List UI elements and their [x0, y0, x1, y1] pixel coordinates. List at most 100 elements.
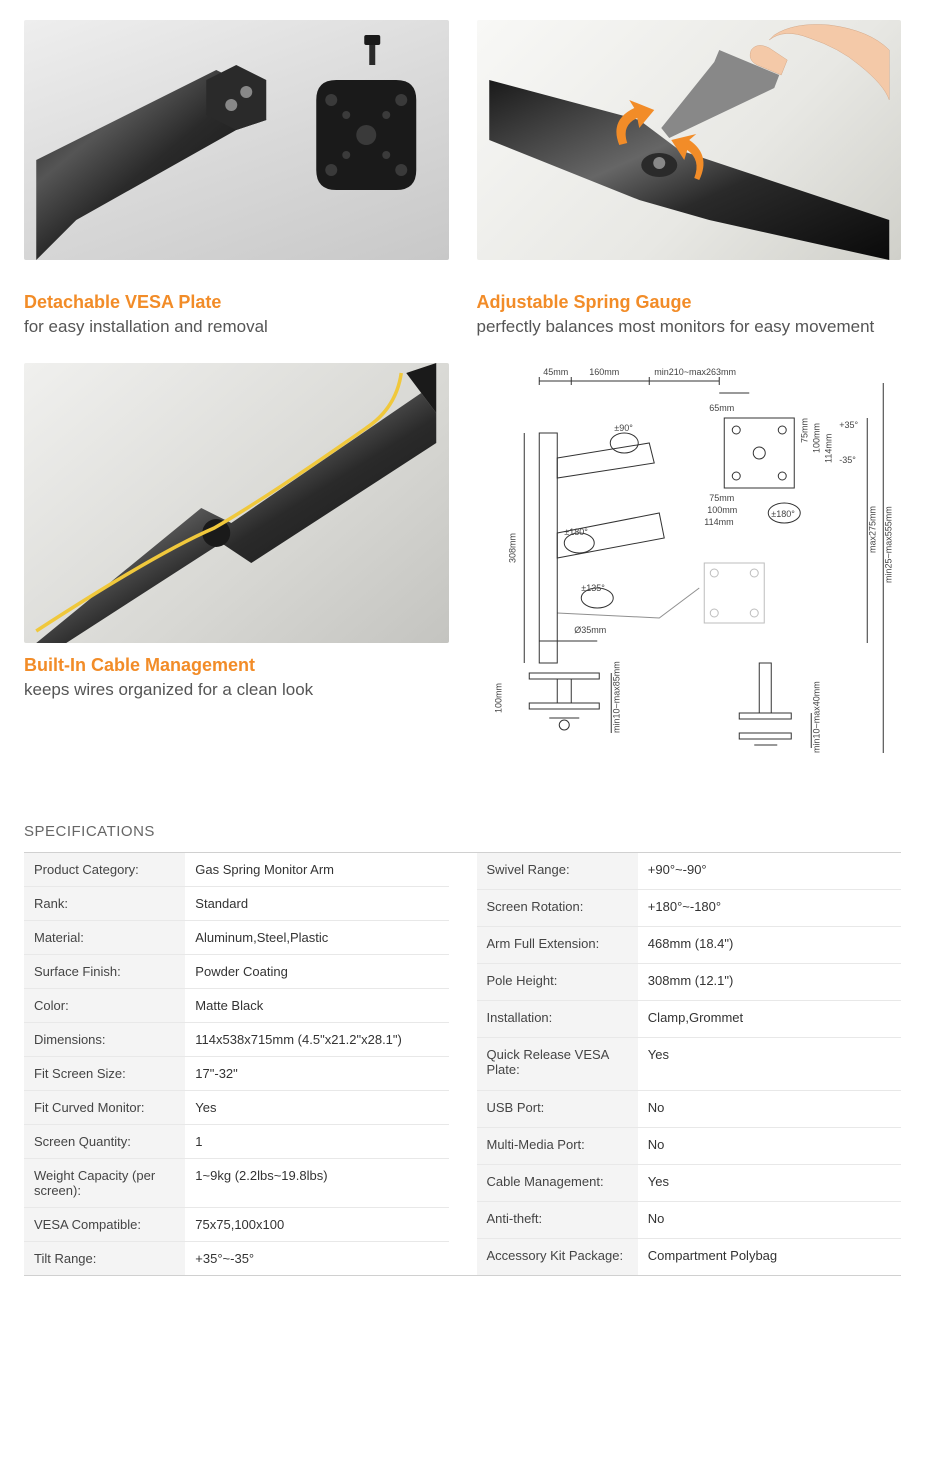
svg-text:min210~max263mm: min210~max263mm — [654, 367, 736, 377]
svg-text:min25~max555mm: min25~max555mm — [883, 506, 893, 583]
spec-key: Dimensions: — [24, 1022, 185, 1056]
spec-row: Pole Height:308mm (12.1") — [477, 963, 902, 1000]
spec-row: Arm Full Extension:468mm (18.4") — [477, 926, 902, 963]
svg-text:max275mm: max275mm — [867, 506, 877, 553]
svg-text:Ø35mm: Ø35mm — [574, 625, 606, 635]
spec-value: Yes — [638, 1164, 901, 1201]
top-captions: Detachable VESA Plate for easy installat… — [24, 280, 901, 363]
svg-text:min10~max85mm: min10~max85mm — [611, 661, 621, 733]
spec-row: Quick Release VESA Plate:Yes — [477, 1037, 902, 1090]
svg-text:100mm: 100mm — [493, 683, 503, 713]
spec-key: Surface Finish: — [24, 954, 185, 988]
svg-text:±180°: ±180° — [771, 509, 795, 519]
svg-text:±180°: ±180° — [564, 527, 588, 537]
spec-key: Quick Release VESA Plate: — [477, 1037, 638, 1090]
svg-text:-35°: -35° — [839, 455, 856, 465]
svg-text:45mm: 45mm — [543, 367, 568, 377]
spec-key: Color: — [24, 988, 185, 1022]
mid-grid: Built-In Cable Management keeps wires or… — [24, 363, 901, 783]
spec-row: Fit Curved Monitor:Yes — [24, 1090, 449, 1124]
svg-text:114mm: 114mm — [823, 433, 833, 462]
vesa-svg — [24, 20, 449, 260]
spec-key: Material: — [24, 920, 185, 954]
svg-text:308mm: 308mm — [507, 533, 517, 563]
spec-key: Cable Management: — [477, 1164, 638, 1201]
svg-text:±135°: ±135° — [581, 583, 605, 593]
spec-value: Gas Spring Monitor Arm — [185, 853, 448, 887]
spec-key: Arm Full Extension: — [477, 926, 638, 963]
spec-value: Yes — [185, 1090, 448, 1124]
svg-text:100mm: 100mm — [707, 505, 737, 515]
spec-value: 1~9kg (2.2lbs~19.8lbs) — [185, 1158, 448, 1207]
svg-text:100mm: 100mm — [811, 423, 821, 453]
spec-value: 75x75,100x100 — [185, 1207, 448, 1241]
spec-value: No — [638, 1201, 901, 1238]
svg-text:160mm: 160mm — [589, 367, 619, 377]
spring-sub: perfectly balances most monitors for eas… — [477, 315, 902, 339]
specs-section: SPECIFICATIONS Product Category:Gas Spri… — [24, 823, 901, 1276]
spec-row: Fit Screen Size:17"-32" — [24, 1056, 449, 1090]
spring-svg — [477, 20, 902, 260]
spec-value: No — [638, 1127, 901, 1164]
spec-value: 468mm (18.4") — [638, 926, 901, 963]
spec-row: Multi-Media Port:No — [477, 1127, 902, 1164]
spec-row: Rank:Standard — [24, 886, 449, 920]
spec-row: USB Port:No — [477, 1090, 902, 1127]
specs-table-left: Product Category:Gas Spring Monitor ArmR… — [24, 853, 449, 1275]
cable-caption: Built-In Cable Management keeps wires or… — [24, 655, 449, 702]
specs-heading: SPECIFICATIONS — [24, 823, 901, 840]
spec-value: No — [638, 1090, 901, 1127]
spec-value: +90°~-90° — [638, 853, 901, 889]
spec-value: +180°~-180° — [638, 889, 901, 926]
spec-row: Material:Aluminum,Steel,Plastic — [24, 920, 449, 954]
vesa-title: Detachable VESA Plate — [24, 292, 449, 313]
specs-table-right: Swivel Range:+90°~-90°Screen Rotation:+1… — [477, 853, 902, 1275]
spring-gauge-image — [477, 20, 902, 260]
spec-value: Powder Coating — [185, 954, 448, 988]
spec-value: 114x538x715mm (4.5"x21.2"x28.1") — [185, 1022, 448, 1056]
svg-text:75mm: 75mm — [799, 418, 809, 443]
spec-value: 1 — [185, 1124, 448, 1158]
spec-row: Accessory Kit Package:Compartment Polyba… — [477, 1238, 902, 1275]
cable-sub: keeps wires organized for a clean look — [24, 678, 449, 702]
spec-key: Weight Capacity (per screen): — [24, 1158, 185, 1207]
spec-key: Swivel Range: — [477, 853, 638, 889]
spec-value: Matte Black — [185, 988, 448, 1022]
spec-key: Fit Screen Size: — [24, 1056, 185, 1090]
spec-row: Weight Capacity (per screen):1~9kg (2.2l… — [24, 1158, 449, 1207]
spec-key: Product Category: — [24, 853, 185, 887]
cable-svg — [24, 363, 449, 643]
spec-value: Yes — [638, 1037, 901, 1090]
spec-row: Screen Quantity:1 — [24, 1124, 449, 1158]
spec-row: Installation:Clamp,Grommet — [477, 1000, 902, 1037]
spec-key: Screen Quantity: — [24, 1124, 185, 1158]
spec-row: Color:Matte Black — [24, 988, 449, 1022]
svg-text:min10~max40mm: min10~max40mm — [811, 681, 821, 753]
spec-row: Dimensions:114x538x715mm (4.5"x21.2"x28.… — [24, 1022, 449, 1056]
spec-row: VESA Compatible:75x75,100x100 — [24, 1207, 449, 1241]
spec-row: Cable Management:Yes — [477, 1164, 902, 1201]
spec-key: Accessory Kit Package: — [477, 1238, 638, 1275]
spec-value: Clamp,Grommet — [638, 1000, 901, 1037]
spec-key: Installation: — [477, 1000, 638, 1037]
spec-key: Multi-Media Port: — [477, 1127, 638, 1164]
spec-value: Aluminum,Steel,Plastic — [185, 920, 448, 954]
spec-key: Screen Rotation: — [477, 889, 638, 926]
spec-key: Anti-theft: — [477, 1201, 638, 1238]
svg-text:75mm: 75mm — [709, 493, 734, 503]
svg-text:+35°: +35° — [839, 420, 858, 430]
cable-mgmt-image — [24, 363, 449, 643]
spec-row: Tilt Range:+35°~-35° — [24, 1241, 449, 1275]
diagram-svg: 45mm 160mm min210~max263mm 65mm 308mm ±9… — [477, 363, 902, 783]
spec-row: Screen Rotation:+180°~-180° — [477, 889, 902, 926]
spring-caption: Adjustable Spring Gauge perfectly balanc… — [477, 292, 902, 339]
spec-value: 17"-32" — [185, 1056, 448, 1090]
spec-key: Tilt Range: — [24, 1241, 185, 1275]
spring-title: Adjustable Spring Gauge — [477, 292, 902, 313]
spec-key: Rank: — [24, 886, 185, 920]
vesa-caption: Detachable VESA Plate for easy installat… — [24, 292, 449, 339]
spec-row: Surface Finish:Powder Coating — [24, 954, 449, 988]
spec-value: 308mm (12.1") — [638, 963, 901, 1000]
vesa-plate-image — [24, 20, 449, 260]
spec-row: Swivel Range:+90°~-90° — [477, 853, 902, 889]
